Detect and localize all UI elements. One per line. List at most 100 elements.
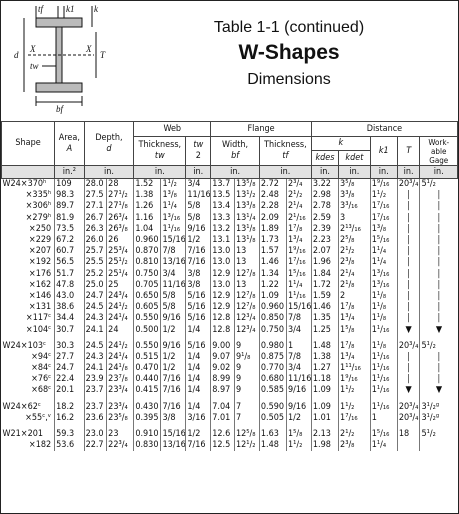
table-cell: ×68ᶜ bbox=[31, 385, 52, 396]
table-cell: 9/16 bbox=[286, 401, 312, 413]
table-cell: 24¹/₄ bbox=[106, 313, 134, 325]
table-cell: ×335ʰ bbox=[25, 190, 52, 201]
table-cell: 5/8 bbox=[160, 302, 186, 314]
table-cell: 1⁷/₈ bbox=[338, 302, 371, 314]
table-cell: 7.01 bbox=[210, 412, 235, 424]
table-cell: 1.25 bbox=[310, 324, 339, 336]
table-cell: 1.09 bbox=[310, 401, 339, 413]
col-flange-width: Width, bf bbox=[210, 136, 260, 166]
table-cell: 1/2 bbox=[185, 428, 211, 441]
table-cell: 1.48 bbox=[258, 440, 287, 452]
group-spacer bbox=[2, 396, 458, 402]
table-cell: 0.470 bbox=[133, 363, 161, 375]
table-cell: 9 bbox=[234, 340, 260, 352]
table-cell: 13¹/₄ bbox=[234, 212, 260, 224]
table-cell: 0.850 bbox=[258, 313, 287, 325]
table-cell: 5/16 bbox=[185, 302, 211, 314]
table-cell: 24.5 bbox=[83, 302, 107, 314]
table-cell: 8.99 bbox=[210, 374, 235, 386]
table-cell: 5/16 bbox=[185, 340, 211, 352]
table-cell: 26.3 bbox=[83, 223, 107, 235]
table-cell: 1³/₄ bbox=[286, 234, 312, 247]
continuation-arrow-icon: │ bbox=[419, 201, 458, 213]
table-cell: 24.5 bbox=[83, 340, 107, 352]
table-cell: 3/8 bbox=[185, 268, 211, 280]
table-cell: 1³/₄ bbox=[338, 313, 371, 325]
table-cell: 1.98 bbox=[310, 440, 339, 452]
table-cell: 1¹/₄ bbox=[369, 246, 398, 258]
table-row: ×279ʰ 81.9 26.7 26³/₄ 1.16 1³/₁₆ 5/8 13.3 13¹/₄ 2… bbox=[2, 212, 458, 224]
table-cell: 1.26 bbox=[133, 201, 161, 213]
table-cell: 3/4 bbox=[286, 363, 312, 375]
table-cell: 7 bbox=[234, 401, 260, 413]
table-cell: ×176 bbox=[28, 268, 52, 279]
table-cell: 26³/₈ bbox=[106, 223, 134, 235]
table-cell: 23⁷/₈ bbox=[106, 374, 134, 386]
table-cell: 24¹/₄ bbox=[106, 351, 134, 363]
table-cell: 12⁷/₈ bbox=[234, 290, 260, 303]
table-cell: 1⁵/₁₆ bbox=[369, 234, 398, 247]
table-cell: ×117ᶜ bbox=[25, 313, 52, 324]
table-row: ×55ᶜ,ᵛ 16.2 23.6 23⁵/₈ 0.395 3/8 3/16 7.01 7 0.50… bbox=[2, 412, 458, 424]
table-cell: 24 bbox=[106, 324, 134, 336]
table-cell: W24×103ᶜ bbox=[2, 340, 47, 351]
table-cell: 20³/₄ bbox=[396, 340, 420, 352]
table-cell: 1³/₁₆ bbox=[160, 212, 186, 224]
continuation-arrow-icon: │ bbox=[396, 257, 420, 269]
table-cell: 24¹/₂ bbox=[106, 340, 134, 352]
table-cell: 1.46 bbox=[258, 257, 287, 269]
table-cell: 7/16 bbox=[185, 440, 211, 452]
table-cell: 27.1 bbox=[83, 201, 107, 213]
table-cell: 24.1 bbox=[83, 363, 107, 375]
table-cell: 20³/₄ bbox=[396, 178, 420, 191]
table-cell: 7/16 bbox=[185, 246, 211, 258]
table-cell: 2.72 bbox=[258, 178, 287, 191]
table-cell: 3/16 bbox=[185, 412, 211, 424]
table-cell: ×182 bbox=[28, 440, 52, 451]
table-cell: ×55ᶜ,ᵛ bbox=[25, 412, 52, 423]
table-cell: 13.7 bbox=[210, 178, 235, 191]
table-cell: 0.395 bbox=[133, 412, 161, 424]
table-cell: 1.09 bbox=[258, 290, 287, 303]
table-cell: 0.960 bbox=[133, 234, 161, 247]
table-cell: 0.960 bbox=[258, 302, 287, 314]
table-cell: 2¹/₂ bbox=[338, 246, 371, 258]
table-cell: 28.0 bbox=[83, 178, 107, 191]
table-cell: 2.13 bbox=[310, 428, 339, 441]
table-cell: 9¹/₈ bbox=[234, 351, 260, 363]
table-cell: 2¹/₂ bbox=[286, 190, 312, 202]
table-cell: 1.38 bbox=[310, 351, 339, 363]
group-spacer bbox=[2, 423, 458, 429]
table-cell: 1¹/₈ bbox=[369, 290, 398, 303]
table-cell: 5/8 bbox=[185, 212, 211, 224]
table-cell: 12³/₄ bbox=[234, 313, 260, 325]
table-cell: ×279ʰ bbox=[25, 212, 52, 223]
diagram-label-x-right: X bbox=[85, 44, 92, 54]
table-cell: 0.875 bbox=[258, 351, 287, 363]
diagram-label-x-left: X bbox=[29, 44, 36, 54]
table-cell: 30.7 bbox=[54, 324, 85, 336]
table-cell: ×84ᶜ bbox=[31, 363, 52, 374]
table-cell: 67.2 bbox=[54, 234, 85, 247]
table-cell: 81.9 bbox=[54, 212, 85, 224]
table-cell: W24×62ᶜ bbox=[2, 401, 41, 412]
table-cell: 3⁵/₈ bbox=[338, 178, 371, 191]
table-cell: 53.6 bbox=[54, 440, 85, 452]
table-cell: 26.7 bbox=[83, 212, 107, 224]
table-cell: 1¹/₈ bbox=[369, 302, 398, 314]
table-cell: 0.505 bbox=[258, 412, 287, 424]
table-cell: 1⁷/₈ bbox=[338, 340, 371, 352]
table-cell: 18.2 bbox=[54, 401, 85, 413]
table-cell: 1¹/₂ bbox=[338, 385, 371, 397]
table-cell: 1¹/₈ bbox=[369, 313, 398, 325]
col-k1: k1 bbox=[369, 136, 398, 166]
table-cell: 1/2 bbox=[160, 324, 186, 336]
table-cell: ×146 bbox=[28, 290, 52, 301]
table-cell: 1¹/₁₆ bbox=[286, 290, 312, 303]
table-cell: 1.84 bbox=[310, 268, 339, 280]
table-row: W21×201 59.3 23.0 23 0.910 15/16 1/2 12.6 12⁵/₈ 1… bbox=[2, 428, 458, 441]
table-cell: W21×201 bbox=[2, 429, 44, 440]
table-cell: 1/2 bbox=[286, 412, 312, 424]
table-cell: ×250 bbox=[28, 223, 52, 234]
table-cell: 1³/₈ bbox=[369, 223, 398, 235]
